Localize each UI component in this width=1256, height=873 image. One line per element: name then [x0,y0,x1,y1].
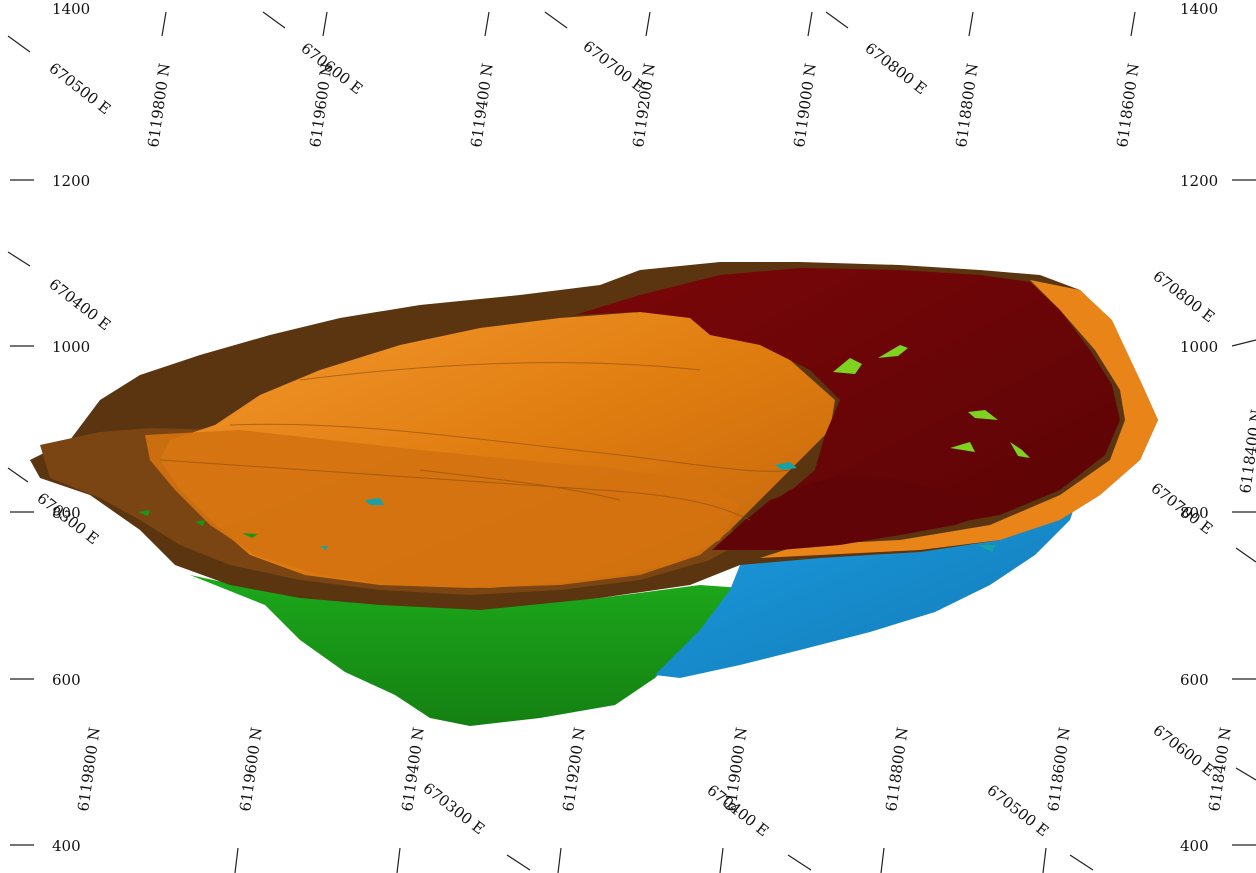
elevation-label-right-1400: 1400 [1180,0,1218,18]
elevation-label-left-1200: 1200 [52,172,90,190]
northing-label-bottom-1: 6119600 N [236,726,266,812]
teal-patch-2 [365,498,384,505]
northing-label-bottom-2: 6119400 N [398,726,428,812]
teal-patch-3 [320,546,328,550]
northing-label-top-6: 6118600 N [1113,62,1143,148]
lime-patch-1 [833,358,862,374]
easting-label-bottom-3: 670600 E [1150,721,1219,780]
lime-patch-3 [968,410,998,420]
elevation-label-right-1000: 1000 [1180,338,1218,356]
dark-red-lobe [712,475,985,550]
easting-label-top-2: 670700 E [580,37,649,96]
northing-label-right-0: 6118400 N [1236,408,1256,494]
elevation-label-left-600: 600 [52,671,81,689]
easting-label-bottom-2: 670500 E [984,781,1053,840]
teal-patch-1 [775,462,797,470]
northing-label-bottom-5: 6118800 N [882,726,912,812]
lime-patch-5 [1010,442,1030,458]
easting-label-top-0: 670500 E [46,59,115,118]
easting-label-right-0: 670800 E [1150,267,1219,326]
green-speck-2 [195,520,205,526]
terrace-lines [159,362,791,521]
axis-ticks [7,11,1256,873]
blue-unit [655,505,1075,678]
northing-label-top-4: 6119000 N [790,62,820,148]
northing-label-bottom-3: 6119200 N [559,726,589,812]
elevation-label-left-1000: 1000 [52,338,90,356]
elevation-label-right-800: 800 [1180,504,1209,522]
green-speck-3 [242,533,258,538]
green-speck-1 [138,510,150,516]
easting-label-left-1: 670300 E [34,489,103,548]
lime-patch-4 [950,442,975,452]
easting-label-bottom-0: 670300 E [420,779,489,838]
easting-label-left-0: 670400 E [46,275,115,334]
elevation-label-right-400: 400 [1180,837,1209,855]
elevation-label-right-600: 600 [1180,671,1209,689]
northing-label-bottom-6: 6118600 N [1044,726,1074,812]
elevation-label-right-1200: 1200 [1180,172,1218,190]
northing-label-top-0: 6119800 N [144,62,174,148]
teal-patch-4 [978,545,996,552]
easting-label-top-3: 670800 E [862,39,931,98]
northing-label-top-5: 6118800 N [952,62,982,148]
northing-label-bottom-0: 6119800 N [74,726,104,812]
northing-label-top-2: 6119400 N [467,62,497,148]
lime-patch-2 [878,345,908,358]
dark-red-unit [575,268,1120,550]
elevation-label-left-1400: 1400 [52,0,90,18]
green-unit [190,575,742,726]
geological-model[interactable] [30,262,1158,726]
elevation-label-left-800: 800 [52,504,81,522]
elevation-label-left-400: 400 [52,837,81,855]
